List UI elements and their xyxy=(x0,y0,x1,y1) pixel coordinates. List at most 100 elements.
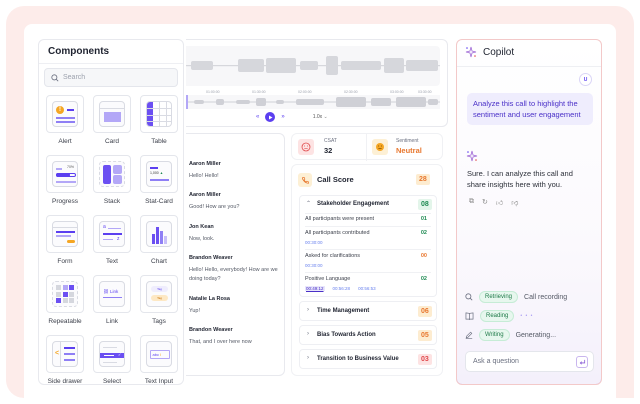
component-select[interactable]: ✓ Select xyxy=(93,335,131,395)
step-reading: Reading • • • xyxy=(465,310,533,322)
step-writing: Writing Generating... xyxy=(465,329,556,341)
components-panel: Components Search ! Alert Card xyxy=(38,39,184,385)
audio-player: 01:00:00 01:30:00 02:00:00 02:30:00 03:0… xyxy=(186,39,448,127)
copy-icon[interactable]: ⧉ xyxy=(469,198,474,205)
enter-icon xyxy=(579,359,585,365)
user-message: Analyze this call to highlight the senti… xyxy=(467,93,593,125)
call-score-total: 28 xyxy=(416,174,430,185)
ask-question-input[interactable]: Ask a question xyxy=(465,351,594,372)
component-side-drawer[interactable]: < Side drawer xyxy=(46,335,84,395)
transcript-panel: Aaron Miller Hello! Hello! Aaron Miller Go… xyxy=(186,133,285,376)
send-button[interactable] xyxy=(576,356,588,368)
link-icon: ⛓ Link xyxy=(99,281,125,307)
section-time-management[interactable]: › Time Management 06 xyxy=(299,301,437,321)
regenerate-icon[interactable]: ↻ xyxy=(482,199,488,206)
timestamp-link[interactable]: 00:30:00 xyxy=(305,240,323,245)
thumbs-up-icon[interactable]: 👍︎ xyxy=(495,200,504,207)
phone-icon xyxy=(298,173,312,187)
chevron-down-icon: ⌄ xyxy=(323,114,328,120)
component-chart[interactable]: Chart xyxy=(140,215,178,275)
progress-icon: 70% xyxy=(52,161,78,187)
stats-bar: CSAT 32 Sentiment Neutral xyxy=(291,133,443,161)
section-stakeholder-engagement: ⌃ Stakeholder Engagement 08 All particip… xyxy=(299,195,437,297)
card-icon xyxy=(99,101,125,127)
playhead[interactable] xyxy=(186,95,188,109)
waveform-graphic xyxy=(186,56,440,75)
ai-sparkle-icon xyxy=(465,46,477,58)
speed-select[interactable]: 1.0x ⌄ xyxy=(312,114,328,120)
criterion-row: All participants contributed 00:30:00 02 xyxy=(305,230,431,245)
transcript-message: Aaron Miller Hello! Hello! xyxy=(189,161,221,179)
component-progress[interactable]: 70% Progress xyxy=(46,155,84,215)
component-repeatable[interactable]: Repeatable xyxy=(46,275,84,335)
component-text[interactable]: a z Text xyxy=(93,215,131,275)
components-search-input[interactable]: Search xyxy=(44,68,178,87)
criterion-row: All participants were present 01 xyxy=(305,216,427,222)
section-bias-towards-action[interactable]: › Bias Towards Action 05 xyxy=(299,325,437,345)
csat-stat: CSAT 32 xyxy=(298,138,337,155)
component-card[interactable]: Card xyxy=(93,95,131,155)
section-score: 08 xyxy=(418,199,432,210)
transcript-message: Jon Kean Now, look. xyxy=(189,224,215,242)
fast-forward-icon[interactable]: » xyxy=(281,114,285,120)
select-icon: ✓ xyxy=(99,341,125,367)
component-text-input[interactable]: abc I Text Input xyxy=(140,335,178,395)
chevron-right-icon: › xyxy=(307,331,309,337)
repeatable-icon xyxy=(52,281,78,307)
waveform-track[interactable] xyxy=(186,95,440,109)
rewind-icon[interactable]: « xyxy=(256,114,260,120)
component-form[interactable]: Form xyxy=(46,215,84,275)
criterion-row: Positive Language 00:49:12 00:56:28 00:5… xyxy=(305,276,427,291)
transcript-message: Natalie La Rosa Yup! xyxy=(189,296,230,314)
component-alert[interactable]: ! Alert xyxy=(46,95,84,155)
timestamp-link[interactable]: 00:49:12 xyxy=(305,286,325,291)
component-link[interactable]: ⛓ Link Link xyxy=(93,275,131,335)
play-icon xyxy=(268,115,273,119)
section-header[interactable]: Stakeholder Engagement xyxy=(317,201,390,207)
copilot-title: Copilot xyxy=(483,46,515,58)
ai-sparkle-icon xyxy=(466,150,478,162)
chart-icon xyxy=(146,221,172,247)
thumbs-down-icon[interactable]: 👎︎ xyxy=(511,200,519,207)
timestamp-link[interactable]: 00:56:53 xyxy=(358,286,376,291)
chevron-right-icon: › xyxy=(307,355,309,361)
neutral-face-icon xyxy=(372,138,388,155)
search-icon xyxy=(51,73,59,81)
transcript-message: Brandon Weaver That, and I over here now xyxy=(189,327,252,345)
section-transition-to-business-value[interactable]: › Transition to Business Value 03 xyxy=(299,349,437,369)
waveform-overview[interactable] xyxy=(186,46,440,86)
search-placeholder: Search xyxy=(63,74,86,81)
timeline: 01:00:00 01:30:00 02:00:00 02:30:00 03:0… xyxy=(206,90,432,94)
search-icon xyxy=(465,293,473,301)
user-avatar: U xyxy=(579,73,592,86)
timestamp-link[interactable]: 00:56:28 xyxy=(332,286,351,291)
text-input-icon: abc I xyxy=(146,341,172,367)
chevron-up-icon[interactable]: ⌃ xyxy=(306,201,312,207)
call-score-title: Call Score xyxy=(317,175,354,184)
stat-card-icon: 1,000 ▲ xyxy=(146,161,172,187)
table-icon xyxy=(146,101,172,127)
call-score-panel: Call Score 28 ⌃ Stakeholder Engagement 0… xyxy=(291,164,443,376)
component-stat-card[interactable]: 1,000 ▲ Stat-Card xyxy=(140,155,178,215)
component-stack[interactable]: Stack xyxy=(93,155,131,215)
alert-icon: ! xyxy=(52,101,78,127)
pencil-icon xyxy=(465,331,473,339)
text-icon: a z xyxy=(99,221,125,247)
transcript-message: Brandon Weaver Hello! Hello, everybody! H… xyxy=(189,255,278,282)
message-actions: ⧉ ↻ 👍︎ 👎︎ xyxy=(469,198,518,207)
sad-face-icon xyxy=(298,138,314,155)
transcript-message: Aaron Miller Good! How are you? xyxy=(189,192,240,210)
book-icon xyxy=(465,312,474,320)
copilot-header: Copilot xyxy=(465,46,514,58)
side-drawer-icon: < xyxy=(52,341,78,367)
play-button[interactable] xyxy=(265,112,276,122)
component-table[interactable]: Table xyxy=(140,95,178,155)
chevron-right-icon: › xyxy=(307,307,309,313)
input-placeholder: Ask a question xyxy=(473,358,519,365)
criterion-row: Asked for clarifications 00:30:00 00 xyxy=(305,253,431,268)
stack-icon xyxy=(99,161,125,187)
timestamp-link[interactable]: 00:30:00 xyxy=(305,263,323,268)
component-tags[interactable]: Tag Tag Tags xyxy=(140,275,178,335)
tags-icon: Tag Tag xyxy=(146,281,172,307)
page-background-edge xyxy=(616,24,634,398)
